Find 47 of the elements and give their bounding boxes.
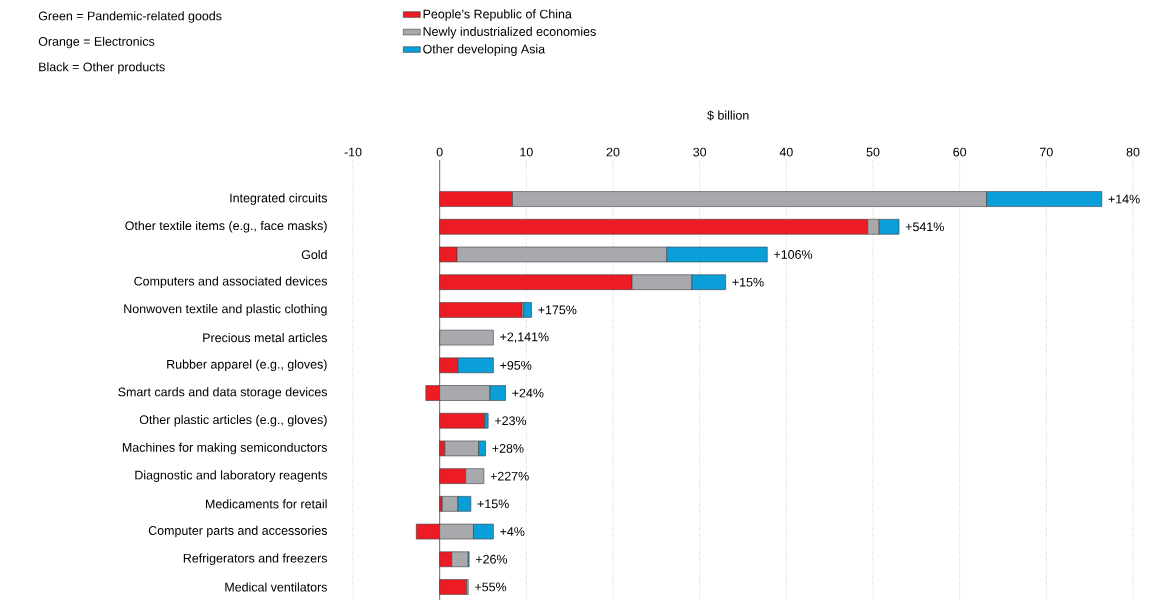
y-tick-label: Other textile items (e.g., face masks): [125, 220, 327, 233]
x-tick-label: 20: [606, 147, 620, 157]
y-tick-label: Other plastic articles (e.g., gloves): [139, 414, 327, 427]
y-tick-label: Rubber apparel (e.g., gloves): [167, 359, 327, 372]
annotation: +2,141%: [500, 332, 549, 343]
annotation: +14%: [1108, 194, 1140, 204]
y-tick-label: Computers and associated devices: [134, 276, 327, 288]
x-tick-label: 10: [520, 147, 533, 157]
y-tick-label: Refrigerators and freezers: [183, 553, 328, 566]
y-tick-label: Integrated circuits: [230, 193, 328, 205]
y-tick-label: Diagnostic and laboratory reagents: [135, 470, 327, 482]
text: Orange = Electronics: [38, 36, 155, 49]
annotation: +175%: [538, 305, 577, 315]
text: Black = Other products: [39, 62, 165, 74]
annotation: +15%: [732, 277, 764, 287]
annotation: +106%: [774, 250, 813, 259]
annotation: +28%: [492, 444, 524, 453]
x-tick-label: 60: [953, 147, 967, 157]
y-tick-label: Medical ventilators: [225, 582, 328, 592]
annotation: +55%: [475, 582, 507, 592]
x-tick-label: 70: [1040, 147, 1053, 157]
annotation: +15%: [477, 499, 509, 509]
y-tick-label: Smart cards and data storage devices: [118, 387, 327, 399]
legend-label: Other developing Asia: [423, 44, 546, 56]
x-tick-label: 40: [779, 147, 793, 157]
annotation: +227%: [490, 471, 529, 481]
y-tick-label: Precious metal articles: [203, 333, 328, 343]
annotation: +24%: [512, 388, 544, 398]
annotation: +23%: [495, 416, 527, 426]
legend-label: People’s Republic of China: [423, 9, 572, 21]
x-tick-label: -10: [344, 147, 362, 157]
y-tick-label: Medicaments for retail: [205, 499, 327, 509]
x-tick-label: 0: [436, 147, 443, 157]
annotation: +26%: [475, 554, 508, 564]
x-tick-label: 50: [866, 147, 880, 157]
x-tick-label: 80: [1126, 147, 1140, 157]
legend-label: Newly industrialized economies: [423, 26, 596, 39]
annotation: +95%: [500, 360, 532, 370]
text: Green = Pandemic-related goods: [38, 11, 222, 23]
x-axis-title: $ billion: [707, 110, 749, 121]
y-tick-label: Nonwoven textile and plastic clothing: [124, 304, 327, 316]
y-tick-label: Computer parts and accessories: [148, 525, 327, 538]
annotation: +541%: [905, 222, 944, 232]
annotation: +4%: [500, 527, 525, 536]
x-tick-label: 30: [693, 147, 707, 157]
y-tick-label: Gold: [301, 249, 327, 260]
y-tick-label: Machines for making semiconductors: [122, 442, 327, 455]
